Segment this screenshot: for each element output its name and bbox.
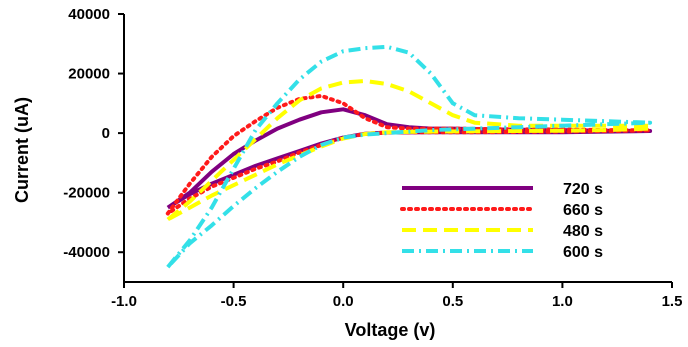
x-tick-label: -0.5 [221,293,247,310]
series-line-600-s [166,44,653,269]
x-axis-label: Voltage (v) [345,320,436,340]
legend: 720 s 660 s 480 s 600 s [400,181,603,261]
y-axis-label: Current (uA) [12,97,32,203]
legend-label: 660 s [563,202,603,219]
y-tick-label: -40000 [63,244,110,261]
legend-label: 600 s [563,244,603,261]
x-tick-label: 1.5 [662,293,683,310]
x-tick-label: -1.0 [111,293,137,310]
x-tick-label: 0.5 [442,293,463,310]
x-tick-label: 1.0 [552,293,573,310]
plot-area [165,44,653,269]
series-line-660-s [165,93,653,216]
legend-label: 720 s [563,181,603,198]
legend-label: 480 s [563,223,603,240]
axes: -1.0 -0.5 0.0 0.5 1.0 1.5 -40000 -20000 0 20000 40… [63,6,682,310]
y-tick-label: 40000 [68,6,110,23]
y-tick-label: 0 [102,125,110,142]
x-tick-label: 0.0 [333,293,354,310]
series-line-480-s [166,79,653,222]
y-tick-label: -20000 [63,185,110,202]
y-tick-label: 20000 [68,66,110,83]
